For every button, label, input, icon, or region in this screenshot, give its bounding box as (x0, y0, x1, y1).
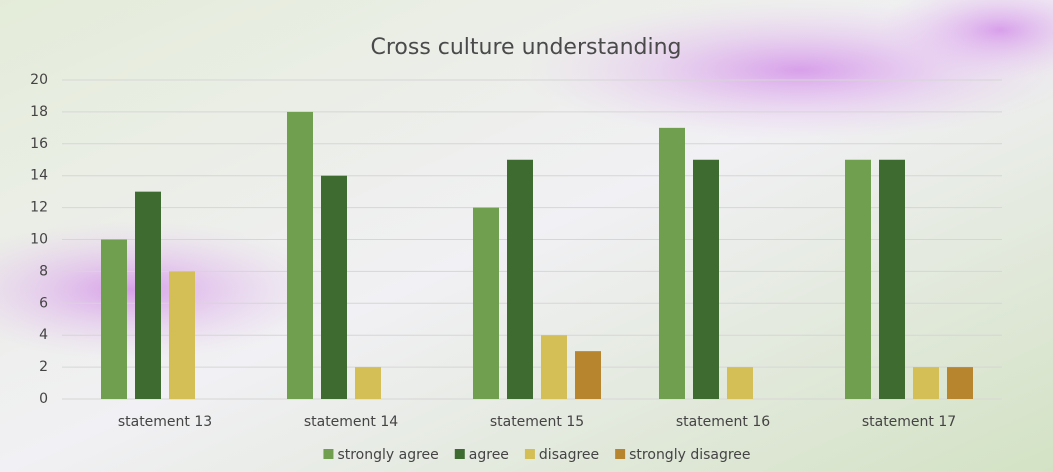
bar (845, 160, 871, 399)
bar (321, 176, 347, 399)
bar (879, 160, 905, 399)
legend-label: strongly disagree (629, 447, 750, 463)
y-tick-label: 20 (30, 72, 48, 88)
bar (473, 208, 499, 399)
x-tick-label: statement 15 (490, 414, 584, 430)
bar (727, 367, 753, 399)
x-tick-label: statement 14 (304, 414, 398, 430)
y-tick-label: 4 (39, 327, 48, 343)
legend-label: disagree (539, 447, 599, 463)
bar (541, 335, 567, 399)
y-tick-label: 0 (39, 391, 48, 407)
y-tick-label: 2 (39, 359, 48, 375)
bar (101, 240, 127, 400)
y-tick-label: 18 (30, 104, 48, 120)
legend-swatch (615, 449, 625, 459)
bar (947, 367, 973, 399)
x-tick-label: statement 16 (676, 414, 770, 430)
y-tick-label: 12 (30, 200, 48, 216)
legend-swatch (525, 449, 535, 459)
legend-label: strongly agree (337, 447, 438, 463)
bar (659, 128, 685, 399)
legend-swatch (323, 449, 333, 459)
y-tick-label: 10 (30, 232, 48, 248)
x-tick-label: statement 13 (118, 414, 212, 430)
bar (507, 160, 533, 399)
y-tick-label: 16 (30, 136, 48, 152)
bar (693, 160, 719, 399)
y-tick-label: 8 (39, 263, 48, 279)
y-tick-label: 14 (30, 168, 48, 184)
bar (287, 112, 313, 399)
legend-swatch (455, 449, 465, 459)
bar (169, 271, 195, 399)
legend-label: agree (469, 447, 509, 463)
chart-title: Cross culture understanding (370, 35, 681, 60)
bar (355, 367, 381, 399)
x-tick-label: statement 17 (862, 414, 956, 430)
bar (135, 192, 161, 399)
chart: Cross culture understanding 0 2 4 6 8 10 12 14 1… (0, 0, 1053, 472)
y-tick-label: 6 (39, 295, 48, 311)
bar (913, 367, 939, 399)
bar (575, 351, 601, 399)
